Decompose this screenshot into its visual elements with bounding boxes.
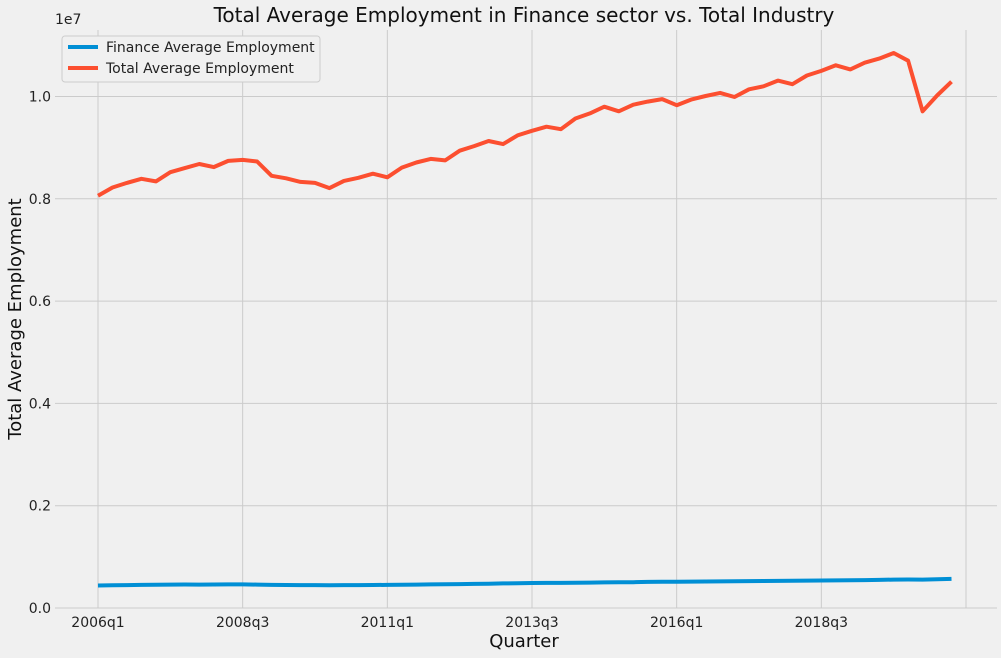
series-line-finance <box>97 576 952 588</box>
y-offset-label: 1e7 <box>55 12 81 28</box>
legend-label-finance: Finance Average Employment <box>106 40 315 56</box>
y-tick-label: 0.6 <box>29 294 51 310</box>
x-axis-ticks: 2006q1 2008q3 2011q1 2013q3 2016q1 2018q3 <box>71 615 848 631</box>
x-tick-label: 2011q1 <box>361 615 414 631</box>
x-tick-label: 2006q1 <box>71 615 124 631</box>
y-tick-label: 0.0 <box>29 601 51 617</box>
series-line-total <box>97 51 953 198</box>
legend-box <box>61 35 321 83</box>
x-tick-label: 2016q1 <box>650 615 703 631</box>
y-tick-label: 0.8 <box>29 192 51 208</box>
x-tick-label: 2018q3 <box>795 615 848 631</box>
legend-label-total: Total Average Employment <box>105 61 294 77</box>
y-tick-label: 1.0 <box>29 89 51 105</box>
series-lines <box>97 51 953 588</box>
grid <box>55 30 997 609</box>
y-axis-ticks: 0.0 0.2 0.4 0.6 0.8 1.0 <box>29 89 51 617</box>
legend: Finance Average Employment Total Average… <box>61 35 321 83</box>
plot-background <box>55 30 997 608</box>
y-axis-label: Total Average Employment <box>5 198 26 440</box>
chart-title: Total Average Employment in Finance sect… <box>213 3 835 27</box>
x-axis-label: Quarter <box>489 631 559 652</box>
y-tick-label: 0.2 <box>29 499 51 515</box>
x-tick-label: 2008q3 <box>216 615 269 631</box>
y-tick-label: 0.4 <box>29 396 51 412</box>
x-tick-label: 2013q3 <box>505 615 558 631</box>
